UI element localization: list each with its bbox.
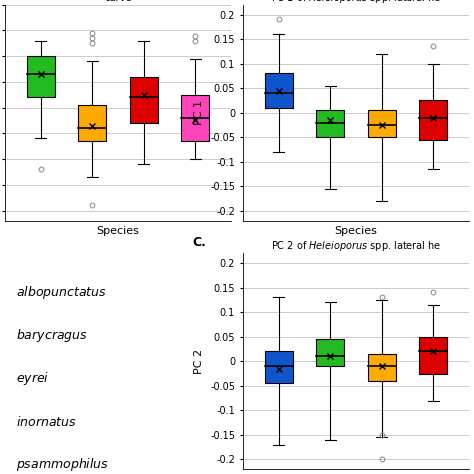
- Text: C.: C.: [193, 236, 207, 249]
- FancyBboxPatch shape: [316, 110, 345, 137]
- Text: $\it{albopunctatus}$: $\it{albopunctatus}$: [16, 283, 107, 301]
- Y-axis label: PC 1: PC 1: [194, 100, 204, 125]
- FancyBboxPatch shape: [316, 339, 345, 366]
- FancyBboxPatch shape: [367, 354, 396, 381]
- FancyBboxPatch shape: [27, 56, 55, 97]
- Title: PC 2 of $\it{Heleioporus}$ spp. lateral he: PC 2 of $\it{Heleioporus}$ spp. lateral …: [271, 239, 441, 253]
- X-axis label: Species: Species: [335, 227, 377, 237]
- X-axis label: Species: Species: [97, 227, 139, 237]
- Title: PC 1 of $\it{Heleioporus}$ spp. lateral he: PC 1 of $\it{Heleioporus}$ spp. lateral …: [271, 0, 441, 5]
- FancyBboxPatch shape: [367, 110, 396, 137]
- FancyBboxPatch shape: [419, 337, 447, 374]
- Text: $\it{eyrei}$: $\it{eyrei}$: [16, 370, 49, 387]
- Y-axis label: PC 2: PC 2: [194, 349, 204, 374]
- Text: $\it{psammophilus}$: $\it{psammophilus}$: [16, 456, 109, 474]
- FancyBboxPatch shape: [419, 100, 447, 140]
- FancyBboxPatch shape: [181, 95, 210, 141]
- Title: PC 1 of $\it{Heleioporus}$ spp. dorsal
curve: PC 1 of $\it{Heleioporus}$ spp. dorsal c…: [41, 0, 195, 2]
- FancyBboxPatch shape: [264, 73, 293, 108]
- FancyBboxPatch shape: [129, 77, 158, 123]
- FancyBboxPatch shape: [264, 351, 293, 383]
- Text: $\it{inornatus}$: $\it{inornatus}$: [16, 415, 77, 428]
- FancyBboxPatch shape: [78, 105, 107, 141]
- Text: $\it{barycragus}$: $\it{barycragus}$: [16, 327, 88, 344]
